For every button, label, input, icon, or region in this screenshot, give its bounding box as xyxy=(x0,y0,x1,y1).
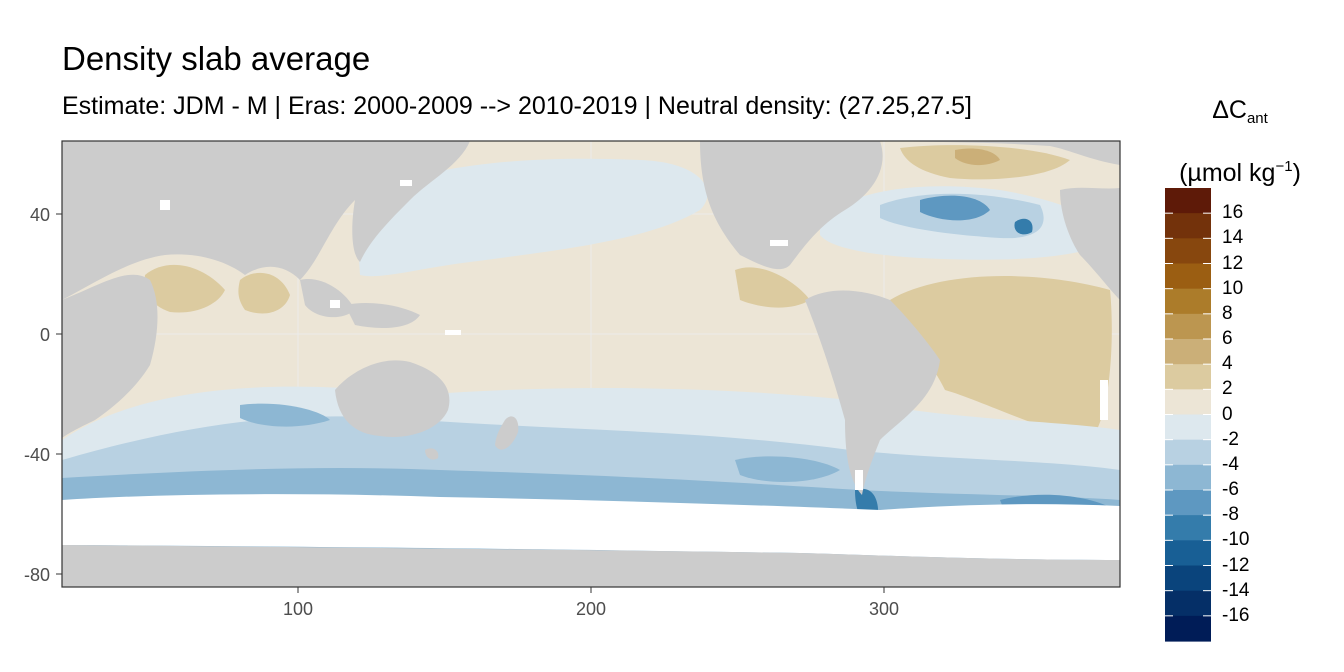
legend-title: ΔCant (µmol kg−1) xyxy=(1150,86,1330,197)
legend-swatch xyxy=(1165,263,1211,290)
legend-break-label: -16 xyxy=(1222,604,1250,626)
southeast-asia xyxy=(300,279,355,318)
legend-break-label: 0 xyxy=(1222,403,1233,425)
eurasia-west xyxy=(62,141,355,300)
legend-variable: ΔCant xyxy=(1212,96,1268,127)
legend-break-label: 10 xyxy=(1222,277,1244,299)
tasmania xyxy=(425,448,439,460)
east-pacific-warm xyxy=(735,267,810,308)
y-tick-40: 40 xyxy=(30,205,50,225)
legend-swatch xyxy=(1165,364,1211,390)
legend-swatch xyxy=(1165,540,1211,567)
map-subtitle: Estimate: JDM - M | Eras: 2000-2009 --> … xyxy=(62,92,972,120)
africa xyxy=(62,274,158,438)
legend-swatch xyxy=(1165,590,1211,617)
land-masses xyxy=(62,141,1120,587)
legend-swatch xyxy=(1165,414,1211,441)
legend-swatch xyxy=(1165,238,1211,265)
x-tick-300: 300 xyxy=(869,599,899,619)
legend-swatch xyxy=(1165,288,1211,315)
legend-break-label: 12 xyxy=(1222,252,1244,274)
bay-of-bengal-warm xyxy=(238,272,290,314)
indian-sector-blue-core xyxy=(240,403,330,427)
legend-swatch xyxy=(1165,439,1211,466)
south-america xyxy=(805,290,940,495)
legend-colorbar xyxy=(1165,188,1211,642)
legend-swatch xyxy=(1165,213,1211,239)
legend-break-label: 2 xyxy=(1222,378,1233,400)
east-asia xyxy=(352,141,470,262)
x-tick-100: 100 xyxy=(283,599,313,619)
legend-swatch xyxy=(1165,565,1211,592)
legend-break-label: 16 xyxy=(1222,202,1244,224)
y-tick-minus80: -80 xyxy=(24,565,50,585)
map-panel xyxy=(62,141,1120,587)
legend-swatch xyxy=(1165,464,1211,491)
no-data-speckles xyxy=(160,180,1108,490)
legend-swatch xyxy=(1165,615,1211,642)
nordic-warm-core xyxy=(955,148,1000,166)
legend-break-label: -10 xyxy=(1222,529,1250,551)
new-zealand xyxy=(495,416,519,450)
x-tick-200: 200 xyxy=(576,599,606,619)
map-title: Density slab average xyxy=(62,40,371,77)
europe-east xyxy=(1060,187,1120,300)
axis-ticks xyxy=(56,213,885,593)
labrador-dark-spot xyxy=(1014,218,1033,235)
legend-break-label: -4 xyxy=(1222,453,1239,475)
legend-unit: (µmol kg−1) xyxy=(1179,158,1301,187)
legend-break-label: -2 xyxy=(1222,428,1239,450)
y-tick-0: 0 xyxy=(40,325,50,345)
legend-break-label: 6 xyxy=(1222,328,1233,349)
antarctic-ice xyxy=(62,494,1120,560)
legend-break-label: 4 xyxy=(1222,353,1233,375)
legend-swatch xyxy=(1165,339,1211,365)
legend-break-label: 14 xyxy=(1222,227,1244,249)
north-america xyxy=(700,141,883,270)
australia xyxy=(335,360,450,437)
legend-swatch xyxy=(1165,389,1211,416)
pacific-sector-blue-core xyxy=(735,456,840,482)
legend-break-label: -8 xyxy=(1222,504,1239,526)
greenland xyxy=(880,141,1120,165)
legend-swatch xyxy=(1165,490,1211,516)
y-tick-minus40: -40 xyxy=(24,445,50,465)
legend-break-label: -6 xyxy=(1222,479,1239,500)
legend-swatch xyxy=(1165,188,1211,214)
indonesia xyxy=(345,303,420,328)
arabian-sea-warm xyxy=(144,264,225,313)
north-pacific-light-blue xyxy=(355,158,708,277)
antarctica xyxy=(62,545,1120,587)
legend-break-label: 8 xyxy=(1222,302,1233,324)
legend-swatch xyxy=(1165,313,1211,340)
north-atlantic-mid-blue xyxy=(920,195,990,221)
legend-swatch xyxy=(1165,515,1211,541)
legend-break-label: -14 xyxy=(1222,579,1250,601)
south-atlantic-warm xyxy=(890,276,1112,440)
legend-break-label: -12 xyxy=(1222,554,1250,576)
